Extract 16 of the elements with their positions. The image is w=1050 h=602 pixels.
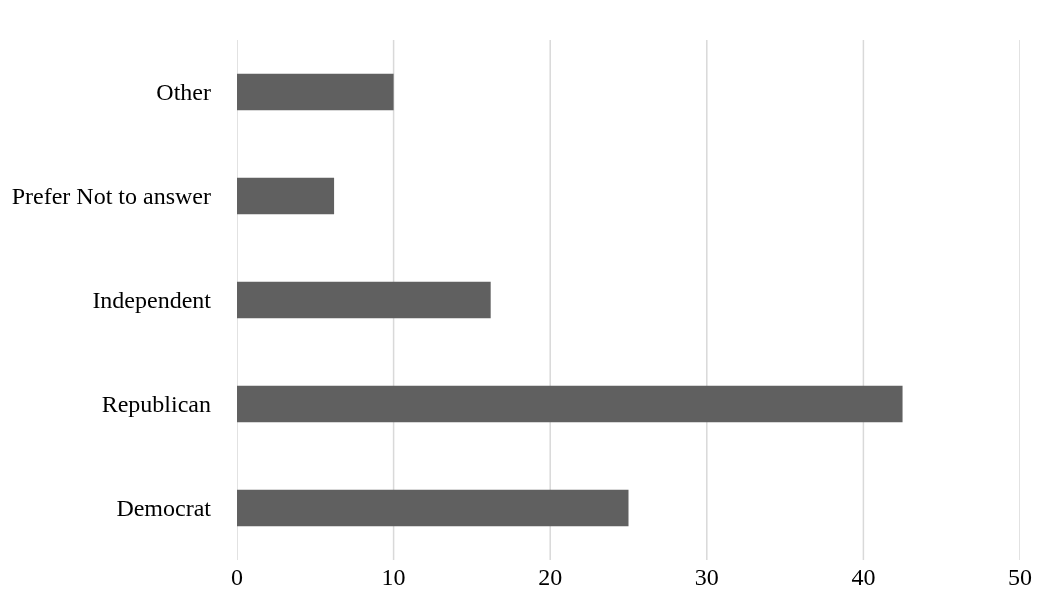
y-tick-label: Democrat (116, 495, 212, 522)
y-tick-label: Independent (92, 287, 212, 314)
x-tick-label: 0 (231, 564, 243, 590)
bar (237, 281, 491, 319)
x-tick-label: 10 (381, 564, 406, 590)
bar (237, 177, 335, 215)
x-tick-label: 20 (538, 564, 563, 590)
y-tick-label: Republican (101, 391, 211, 418)
bar (237, 489, 629, 527)
y-tick-label: Prefer Not to answer (11, 183, 212, 210)
bar (237, 73, 394, 111)
y-tick-label: Other (156, 79, 211, 106)
x-tick-label: 40 (851, 564, 876, 590)
bar (237, 385, 903, 423)
x-tick-label: 50 (1008, 564, 1032, 590)
x-tick-label: 30 (694, 564, 719, 590)
